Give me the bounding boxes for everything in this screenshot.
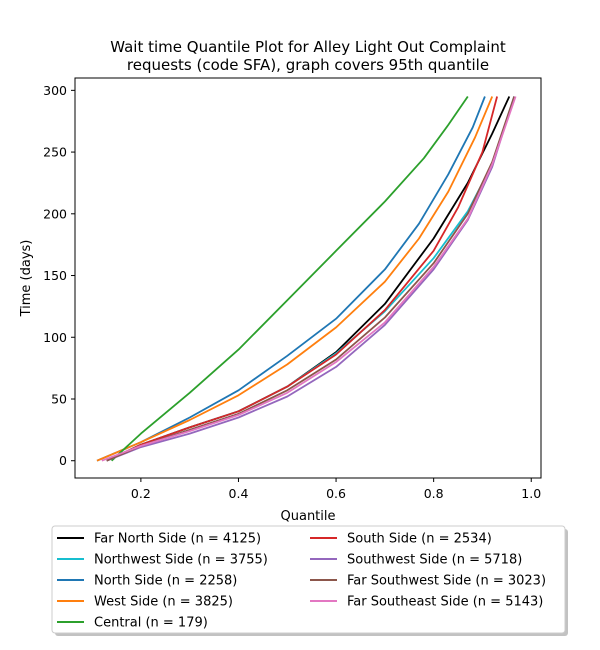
- x-tick-label: 0.4: [229, 486, 249, 501]
- y-tick-label: 200: [43, 206, 67, 221]
- y-tick-label: 0: [59, 453, 67, 468]
- series-line: [106, 96, 516, 462]
- chart-title-line: requests (code SFA), graph covers 95th q…: [127, 56, 489, 74]
- series-line: [101, 96, 517, 462]
- series-line: [110, 95, 469, 462]
- y-tick-label: 50: [51, 391, 67, 406]
- legend: Far North Side (n = 4125) Northwest Side …: [51, 525, 568, 636]
- legend-entry: Northwest Side (n = 3755): [94, 553, 268, 568]
- legend-entry: West Side (n = 3825): [94, 595, 233, 610]
- series-line: [106, 96, 498, 462]
- y-tick-label: 300: [43, 83, 67, 98]
- x-tick-label: 1.0: [521, 486, 541, 501]
- x-axis: 0.2 0.4 0.6 0.8 1.0 Quantile: [131, 478, 541, 524]
- y-axis-label: Time (days): [19, 240, 34, 318]
- series-line: [96, 96, 486, 462]
- legend-entry: Far North Side (n = 4125): [94, 532, 261, 547]
- legend-entry: Far Southwest Side (n = 3023): [347, 574, 546, 589]
- legend-entry: South Side (n = 2534): [347, 532, 492, 547]
- chart-title-line: Wait time Quantile Plot for Alley Light …: [110, 38, 506, 56]
- x-tick-label: 0.8: [424, 486, 444, 501]
- y-tick-label: 250: [43, 145, 67, 160]
- legend-entry: Far Southeast Side (n = 5143): [347, 595, 543, 610]
- x-tick-label: 0.2: [131, 486, 151, 501]
- y-tick-label: 100: [43, 330, 67, 345]
- series-line: [106, 96, 516, 462]
- series-line: [96, 96, 494, 462]
- legend-entry: Central (n = 179): [94, 616, 208, 631]
- chart-title: Wait time Quantile Plot for Alley Light …: [110, 38, 506, 74]
- legend-entry: Southwest Side (n = 5718): [347, 553, 522, 568]
- plot-area: [74, 77, 542, 479]
- x-tick-label: 0.6: [326, 486, 346, 501]
- y-tick-label: 150: [43, 268, 67, 283]
- x-axis-label: Quantile: [281, 509, 336, 524]
- y-axis: 0 50 100 150 200 250 300 Time (days): [19, 83, 75, 468]
- legend-entry: North Side (n = 2258): [94, 574, 237, 589]
- legend-box: [51, 525, 566, 634]
- plot-frame: [74, 77, 542, 479]
- series-line: [106, 96, 516, 462]
